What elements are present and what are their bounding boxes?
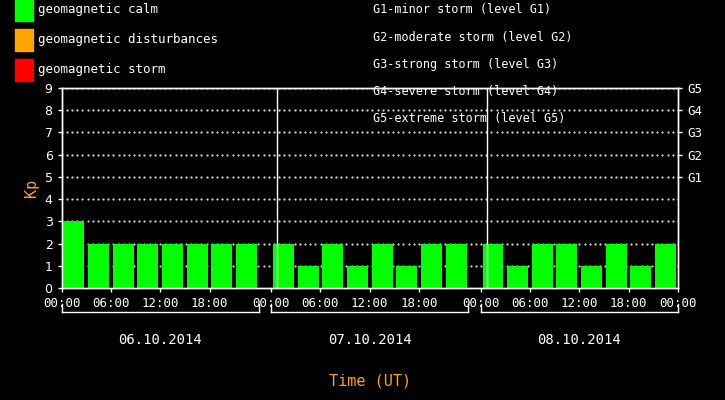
Bar: [88, 244, 109, 288]
Bar: [446, 244, 466, 288]
Text: 06.10.2014: 06.10.2014: [118, 333, 202, 347]
Text: 07.10.2014: 07.10.2014: [328, 333, 412, 347]
Bar: [113, 244, 133, 288]
Bar: [323, 244, 343, 288]
Text: geomagnetic disturbances: geomagnetic disturbances: [38, 34, 218, 46]
Text: Time (UT): Time (UT): [328, 373, 411, 388]
Bar: [347, 266, 368, 288]
Text: geomagnetic storm: geomagnetic storm: [38, 64, 166, 76]
Bar: [162, 244, 183, 288]
Text: G3-strong storm (level G3): G3-strong storm (level G3): [373, 58, 559, 71]
Bar: [532, 244, 552, 288]
Bar: [187, 244, 207, 288]
Text: G5-extreme storm (level G5): G5-extreme storm (level G5): [373, 112, 566, 125]
Bar: [557, 244, 577, 288]
Bar: [397, 266, 417, 288]
Bar: [507, 266, 528, 288]
Bar: [483, 244, 503, 288]
Text: G1-minor storm (level G1): G1-minor storm (level G1): [373, 4, 552, 16]
Bar: [581, 266, 602, 288]
Bar: [655, 244, 676, 288]
Text: geomagnetic calm: geomagnetic calm: [38, 4, 159, 16]
Bar: [421, 244, 442, 288]
Bar: [64, 221, 84, 288]
Bar: [273, 244, 294, 288]
Bar: [298, 266, 318, 288]
Text: G2-moderate storm (level G2): G2-moderate storm (level G2): [373, 31, 573, 44]
Text: 08.10.2014: 08.10.2014: [537, 333, 621, 347]
Bar: [606, 244, 626, 288]
Bar: [372, 244, 392, 288]
Text: G4-severe storm (level G4): G4-severe storm (level G4): [373, 85, 559, 98]
Bar: [236, 244, 257, 288]
Y-axis label: Kp: Kp: [24, 179, 39, 197]
Bar: [212, 244, 232, 288]
Bar: [138, 244, 158, 288]
Bar: [631, 266, 651, 288]
